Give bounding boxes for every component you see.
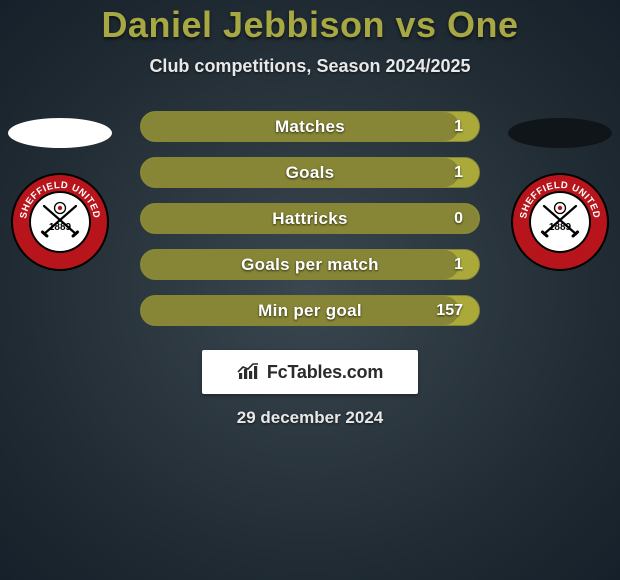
left-team-badge: SHEFFIELD UNITED F . C 1889: [10, 172, 110, 272]
stat-row: Min per goal 157: [0, 295, 620, 326]
stat-value: 0: [454, 210, 463, 228]
stat-bar-min-per-goal: Min per goal 157: [140, 295, 480, 326]
page-title: Daniel Jebbison vs One: [0, 4, 620, 46]
sheffield-united-crest-icon: SHEFFIELD UNITED F . C 1889: [510, 172, 610, 272]
right-player-column: SHEFFIELD UNITED F . C 1889: [508, 118, 612, 272]
stat-bar-goals: Goals 1: [140, 157, 480, 188]
stat-label: Goals per match: [241, 255, 379, 275]
comparison-card: Daniel Jebbison vs One Club competitions…: [0, 0, 620, 580]
left-player-marker: [8, 118, 112, 148]
stat-value: 157: [436, 302, 463, 320]
stat-label: Min per goal: [258, 301, 362, 321]
right-team-badge: SHEFFIELD UNITED F . C 1889: [510, 172, 610, 272]
stat-label: Hattricks: [272, 209, 347, 229]
brand-watermark[interactable]: FcTables.com: [202, 350, 418, 394]
stat-bar-hattricks: Hattricks 0: [140, 203, 480, 234]
right-player-marker: [508, 118, 612, 148]
stat-label: Goals: [286, 163, 335, 183]
subtitle: Club competitions, Season 2024/2025: [0, 56, 620, 77]
stat-label: Matches: [275, 117, 345, 137]
sheffield-united-crest-icon: SHEFFIELD UNITED F . C 1889: [10, 172, 110, 272]
brand-label: FcTables.com: [267, 362, 383, 383]
stat-value: 1: [454, 256, 463, 274]
left-player-column: SHEFFIELD UNITED F . C 1889: [8, 118, 112, 272]
stat-bar-goals-per-match: Goals per match 1: [140, 249, 480, 280]
stat-value: 1: [454, 164, 463, 182]
date-label: 29 december 2024: [0, 408, 620, 428]
svg-text:1889: 1889: [549, 222, 572, 233]
svg-text:1889: 1889: [49, 222, 72, 233]
stat-bar-matches: Matches 1: [140, 111, 480, 142]
bar-chart-icon: [237, 363, 261, 381]
stat-value: 1: [454, 118, 463, 136]
